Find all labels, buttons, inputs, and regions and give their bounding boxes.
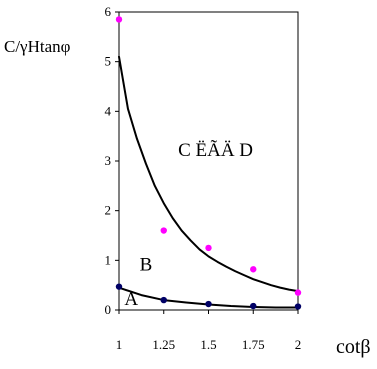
data-point-series-2 — [160, 296, 167, 304]
annotations: C ËÃÄ D BA — [124, 139, 253, 310]
x-tick-label: 1.25 — [152, 337, 175, 352]
data-point-series-2 — [115, 283, 123, 290]
y-tick-label: 1 — [105, 252, 112, 267]
x-tick-label: 2 — [295, 337, 302, 352]
annotation-2: B — [140, 254, 153, 275]
y-tick-label: 2 — [105, 203, 112, 218]
data-point-series-1 — [160, 227, 167, 234]
y-tick-label: 3 — [105, 153, 112, 168]
x-tick-label: 1.5 — [200, 337, 216, 352]
annotation-1: C ËÃÄ D — [178, 139, 253, 161]
data-point-series-1 — [250, 266, 257, 273]
data-point-series-2 — [250, 302, 257, 310]
x-tick-label: 1 — [116, 337, 123, 352]
axes: 0 1 2 3 4 5 6 1 1.25 1.5 1.75 2 — [105, 4, 302, 352]
x-axis-label: cotβ — [336, 336, 371, 358]
y-axis-label: C/γHtanφ — [4, 37, 71, 56]
points — [115, 16, 302, 310]
x-tick-label: 1.75 — [242, 337, 265, 352]
data-point-series-2 — [294, 303, 302, 310]
series-curve-1 — [118, 55, 299, 293]
data-point-series-1 — [205, 244, 212, 252]
annotation-3: A — [124, 289, 138, 310]
y-tick-label: 4 — [105, 103, 112, 118]
y-tick-label: 0 — [105, 302, 112, 317]
data-point-series-1 — [294, 289, 302, 296]
y-tick-label: 5 — [105, 54, 112, 69]
data-point-series-1 — [115, 16, 123, 23]
y-tick-label: 6 — [105, 4, 112, 19]
data-point-series-2 — [205, 300, 212, 308]
labels: C/γHtanφ cotβ — [4, 37, 371, 358]
